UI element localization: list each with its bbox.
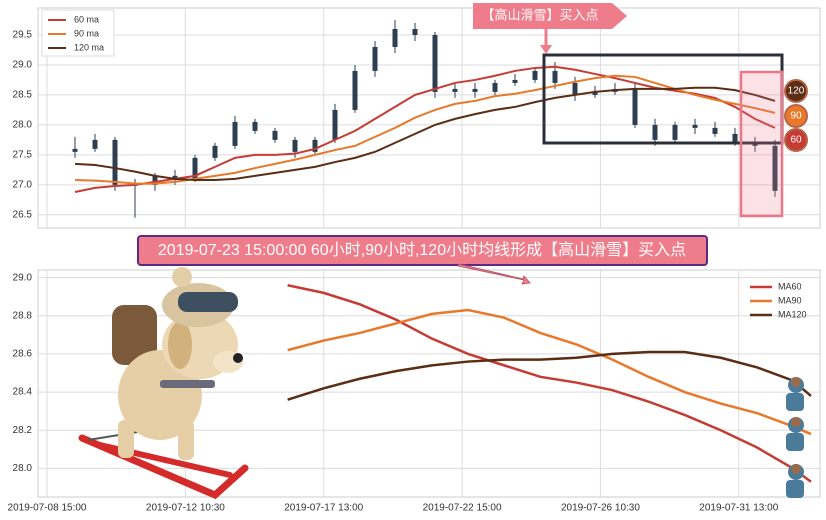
- y-tick-label: 28.0: [13, 120, 33, 131]
- legend-label: MA90: [778, 295, 802, 305]
- y-tick-label: 28.4: [13, 387, 33, 398]
- legend-label: MA120: [778, 309, 807, 319]
- candle-body: [692, 124, 698, 128]
- candle-body: [492, 82, 498, 92]
- ma-line: [287, 308, 812, 436]
- top-layer: 26.5 27.0 27.5 28.0 28.5 29.0 29.5 60 ma 90 ma 12…: [13, 8, 820, 228]
- candle-body: [592, 91, 598, 95]
- y-tick-label: 27.5: [13, 150, 33, 161]
- bottom-layer: 2019-07-08 15:00 2019-07-12 10:30 2019-07-…: [8, 270, 820, 514]
- x-tick-label: 2019-07-26 10:30: [561, 503, 640, 514]
- x-tick-label: 2019-07-31 13:00: [699, 503, 778, 514]
- y-tick-label: 28.0: [13, 463, 33, 474]
- y-tick-label: 29.0: [13, 272, 33, 283]
- y-tick-label: 29.5: [13, 30, 33, 41]
- y-tick-label: 29.0: [13, 60, 33, 71]
- dog-illustration: [78, 267, 249, 500]
- candle-body: [432, 34, 438, 92]
- y-tick-label: 27.0: [13, 179, 33, 190]
- x-tick-label: 2019-07-17 13:00: [284, 503, 363, 514]
- top-plot-frame: [37, 7, 821, 229]
- candle-body: [532, 70, 538, 80]
- candle-body: [372, 46, 378, 71]
- ma-line: [74, 86, 776, 182]
- candle-body: [652, 124, 658, 140]
- banner-arrow: [457, 263, 531, 285]
- y-tick-label: 28.8: [13, 310, 33, 321]
- candle-body: [632, 88, 638, 125]
- candle-body: [112, 139, 118, 185]
- y-tick-label: 28.5: [13, 90, 33, 101]
- candle-body: [172, 175, 178, 179]
- y-tick-label: 28.6: [13, 349, 33, 360]
- annotation-pointer-head: [540, 45, 552, 54]
- signal-box: [739, 70, 784, 218]
- candle-body: [552, 70, 558, 83]
- badge-label: 60: [790, 135, 802, 146]
- candle-body: [472, 88, 478, 92]
- candle-body: [512, 79, 518, 83]
- candle-body: [252, 121, 258, 131]
- skier-icons: [786, 377, 804, 498]
- candle-body: [732, 133, 738, 143]
- candle-body: [72, 148, 78, 152]
- banner: [137, 235, 708, 266]
- legend-label: MA60: [778, 281, 802, 291]
- badge-label: 120: [788, 86, 805, 97]
- candle-body: [212, 145, 218, 158]
- candle-body: [572, 82, 578, 95]
- candle-body: [352, 70, 358, 110]
- x-tick-label: 2019-07-12 10:30: [146, 503, 225, 514]
- candle-body: [452, 88, 458, 92]
- candle-body: [92, 139, 98, 149]
- candle-body: [392, 28, 398, 47]
- candle-body: [292, 139, 298, 152]
- candle-body: [272, 130, 278, 140]
- ma-line: [287, 284, 812, 483]
- badges: 120 90 60: [784, 79, 808, 152]
- legend-label: 90 ma: [74, 28, 99, 38]
- candle-body: [672, 124, 678, 140]
- badge: [784, 79, 808, 103]
- candle-body: [312, 139, 318, 152]
- x-tick-label: 2019-07-22 15:00: [423, 503, 502, 514]
- y-tick-label: 28.2: [13, 425, 33, 436]
- candle-body: [152, 175, 158, 185]
- candle-body: [232, 121, 238, 146]
- annotation-text: 【高山滑雪】买入点: [481, 7, 598, 22]
- legend-label: 60 ma: [74, 14, 99, 24]
- annotation-arrow: [473, 3, 627, 29]
- y-tick-label: 26.5: [13, 209, 33, 220]
- legend-label: 120 ma: [74, 42, 104, 52]
- badge-label: 90: [790, 111, 802, 122]
- banner-text: 2019-07-23 15:00:00 60小时,90小时,120小时均线形成【…: [158, 241, 686, 259]
- candle-body: [332, 109, 338, 140]
- candle-body: [712, 127, 718, 134]
- candle-body: [772, 145, 778, 191]
- ma-line: [287, 350, 812, 401]
- candle-body: [412, 28, 418, 35]
- badge: [784, 104, 808, 128]
- x-tick-label: 2019-07-08 15:00: [8, 503, 87, 514]
- badge: [784, 128, 808, 152]
- candle-body: [192, 157, 198, 179]
